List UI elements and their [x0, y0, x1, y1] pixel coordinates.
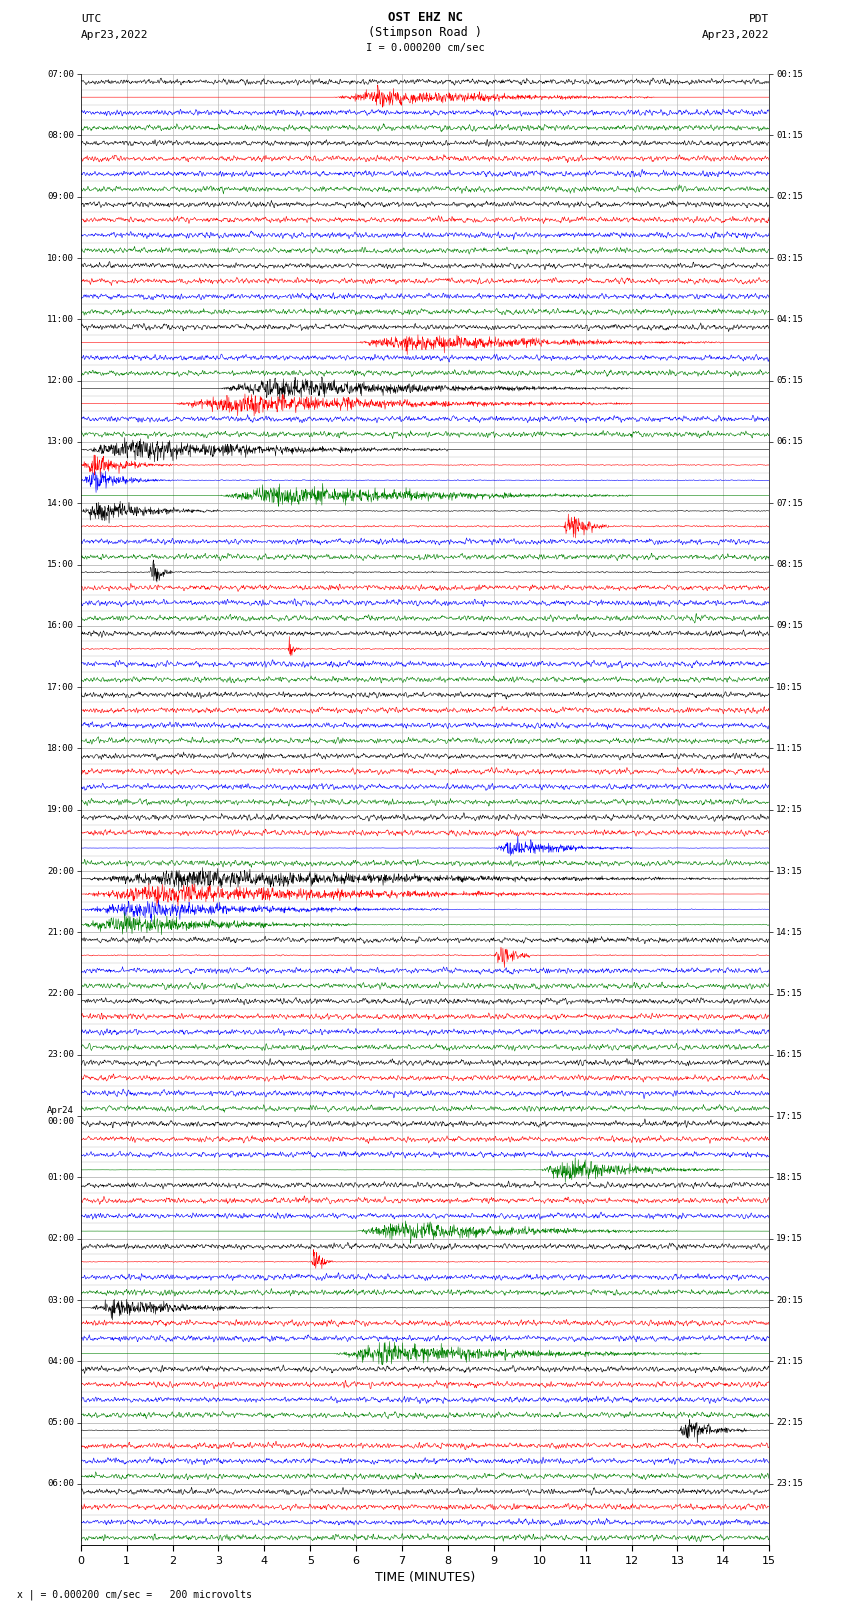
Text: x | = 0.000200 cm/sec =   200 microvolts: x | = 0.000200 cm/sec = 200 microvolts	[17, 1589, 252, 1600]
Text: (Stimpson Road ): (Stimpson Road )	[368, 26, 482, 39]
Text: PDT: PDT	[749, 15, 769, 24]
Text: Apr23,2022: Apr23,2022	[81, 31, 148, 40]
Text: OST EHZ NC: OST EHZ NC	[388, 11, 462, 24]
Text: I = 0.000200 cm/sec: I = 0.000200 cm/sec	[366, 44, 484, 53]
Text: UTC: UTC	[81, 15, 101, 24]
X-axis label: TIME (MINUTES): TIME (MINUTES)	[375, 1571, 475, 1584]
Text: Apr23,2022: Apr23,2022	[702, 31, 769, 40]
